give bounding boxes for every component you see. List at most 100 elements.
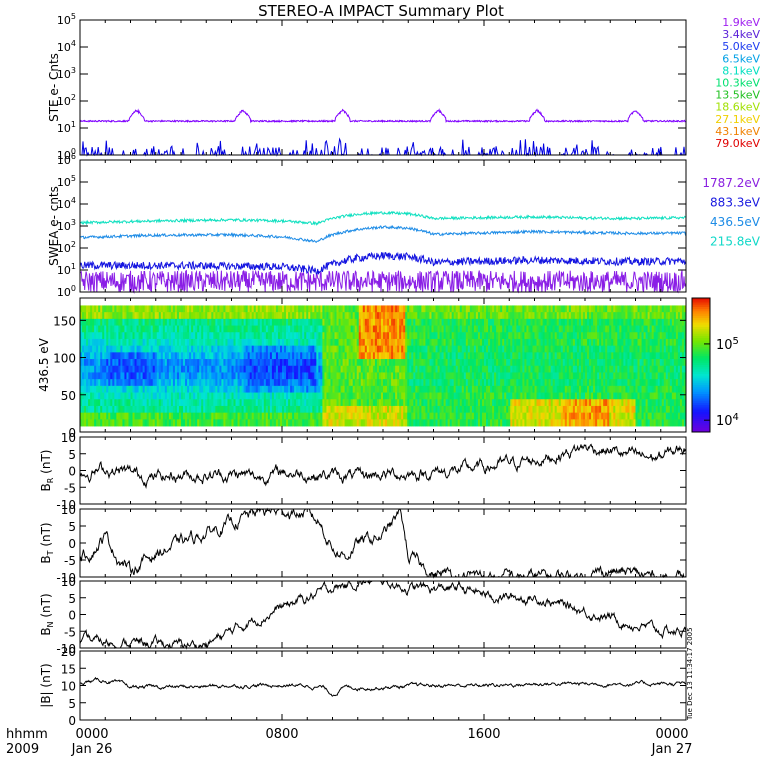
pad-heatmap-cell — [552, 332, 556, 340]
pad-heatmap-cell — [405, 365, 408, 373]
pad-heatmap-cell — [524, 385, 527, 393]
pad-heatmap-cell — [223, 359, 226, 367]
pad-heatmap-cell — [205, 372, 208, 380]
pad-heatmap-cell — [524, 372, 527, 380]
pad-heatmap-cell — [380, 352, 384, 360]
pad-heatmap-cell — [156, 325, 160, 333]
pad-heatmap-cell — [419, 399, 422, 407]
pad-heatmap-cell — [98, 312, 101, 320]
pad-heatmap-cell — [199, 359, 202, 367]
pad-heatmap-cell — [613, 338, 616, 347]
pad-heatmap-cell — [528, 379, 531, 387]
pad-heatmap-cell — [217, 385, 220, 393]
pad-heatmap-cell — [597, 405, 600, 414]
pad-heatmap-cell — [554, 372, 558, 380]
pad-heatmap-cell — [223, 365, 226, 373]
pad-heatmap-cell — [494, 338, 497, 347]
pad-heatmap-cell — [597, 385, 600, 393]
pad-heatmap-cell — [128, 399, 131, 407]
pad-heatmap-cell — [338, 379, 341, 387]
pad-heatmap-cell — [413, 405, 416, 414]
pad-heatmap-cell — [437, 332, 440, 340]
pad-heatmap-cell — [548, 345, 552, 353]
pad-heatmap-cell — [178, 352, 182, 360]
pad-heatmap-cell — [98, 305, 101, 313]
pad-heatmap-cell — [286, 379, 289, 387]
pad-heatmap-cell — [296, 385, 299, 393]
pad-heatmap-cell — [526, 405, 529, 414]
pad-heatmap-cell — [512, 325, 515, 333]
pad-heatmap-cell — [284, 338, 287, 347]
pad-heatmap-cell — [164, 345, 168, 353]
pad-heatmap-cell — [552, 312, 556, 320]
pad-heatmap-cell — [429, 405, 432, 414]
pad-heatmap-cell — [142, 405, 146, 414]
pad-heatmap-cell — [265, 412, 269, 420]
pad-heatmap-cell — [112, 412, 115, 420]
pad-heatmap-cell — [183, 419, 186, 427]
pad-heatmap-cell — [597, 359, 600, 367]
pad-heatmap-cell — [411, 392, 414, 400]
pad-heatmap-cell — [574, 345, 578, 353]
pad-heatmap-cell — [292, 325, 295, 333]
pad-heatmap-cell — [562, 365, 566, 373]
pad-heatmap-cell — [411, 338, 414, 347]
pad-heatmap-cell — [261, 385, 265, 393]
pad-heatmap-cell — [433, 419, 436, 427]
pad-heatmap-cell — [302, 332, 305, 340]
pad-heatmap-cell — [401, 372, 404, 380]
pad-heatmap-cell — [170, 305, 174, 313]
pad-heatmap-cell — [312, 345, 315, 353]
pad-heatmap-cell — [512, 412, 515, 420]
pad-heatmap-cell — [247, 419, 251, 427]
pad-heatmap-cell — [144, 372, 148, 380]
pad-heatmap-cell — [453, 352, 457, 360]
pad-heatmap-cell — [320, 392, 323, 400]
pad-heatmap-cell — [429, 412, 432, 420]
pad-heatmap-cell — [247, 365, 251, 373]
pad-heatmap-cell — [455, 405, 459, 414]
pad-heatmap-cell — [431, 372, 434, 380]
pad-heatmap-cell — [215, 379, 218, 387]
pad-heatmap-cell — [346, 392, 350, 400]
pad-heatmap-cell — [284, 379, 287, 387]
pad-heatmap-cell — [292, 312, 295, 320]
pad-heatmap-cell — [574, 332, 578, 340]
pad-heatmap-cell — [453, 399, 457, 407]
pad-heatmap-cell — [221, 352, 224, 360]
pad-heatmap-cell — [350, 345, 354, 353]
pad-heatmap-cell — [235, 318, 238, 326]
pad-heatmap-cell — [522, 399, 525, 407]
pad-heatmap-cell — [360, 332, 364, 340]
pad-heatmap-cell — [332, 419, 335, 427]
pad-heatmap-cell — [201, 392, 204, 400]
pad-heatmap-cell — [397, 385, 400, 393]
pad-heatmap-cell — [170, 399, 174, 407]
pad-heatmap-cell — [580, 405, 584, 414]
pad-heatmap-cell — [475, 305, 479, 313]
pad-heatmap-cell — [195, 399, 198, 407]
ste-frame — [79, 19, 687, 156]
pad-heatmap-cell — [88, 338, 91, 347]
pad-heatmap-cell — [219, 338, 222, 347]
pad-heatmap-cell — [227, 345, 230, 353]
pad-heatmap-cell — [298, 345, 301, 353]
pad-heatmap-cell — [540, 412, 543, 420]
pad-heatmap-cell — [332, 412, 335, 420]
pad-heatmap-cell — [582, 312, 586, 320]
pad-heatmap-cell — [166, 385, 170, 393]
pad-heatmap-cell — [292, 385, 295, 393]
pad-heatmap-cell — [566, 325, 570, 333]
pad-heatmap-cell — [423, 405, 426, 414]
pad-heatmap-cell — [421, 345, 424, 353]
pad-heatmap-cell — [300, 312, 303, 320]
pad-heatmap-cell — [544, 359, 548, 367]
pad-heatmap-cell — [316, 379, 319, 387]
pad-heatmap-cell — [344, 405, 348, 414]
pad-heatmap-cell — [261, 305, 265, 313]
pad-heatmap-cell — [526, 332, 529, 340]
pad-heatmap-cell — [98, 372, 101, 380]
pad-heatmap-cell — [235, 332, 238, 340]
pad-heatmap-cell — [441, 318, 444, 326]
pad-heatmap-cell — [302, 379, 305, 387]
